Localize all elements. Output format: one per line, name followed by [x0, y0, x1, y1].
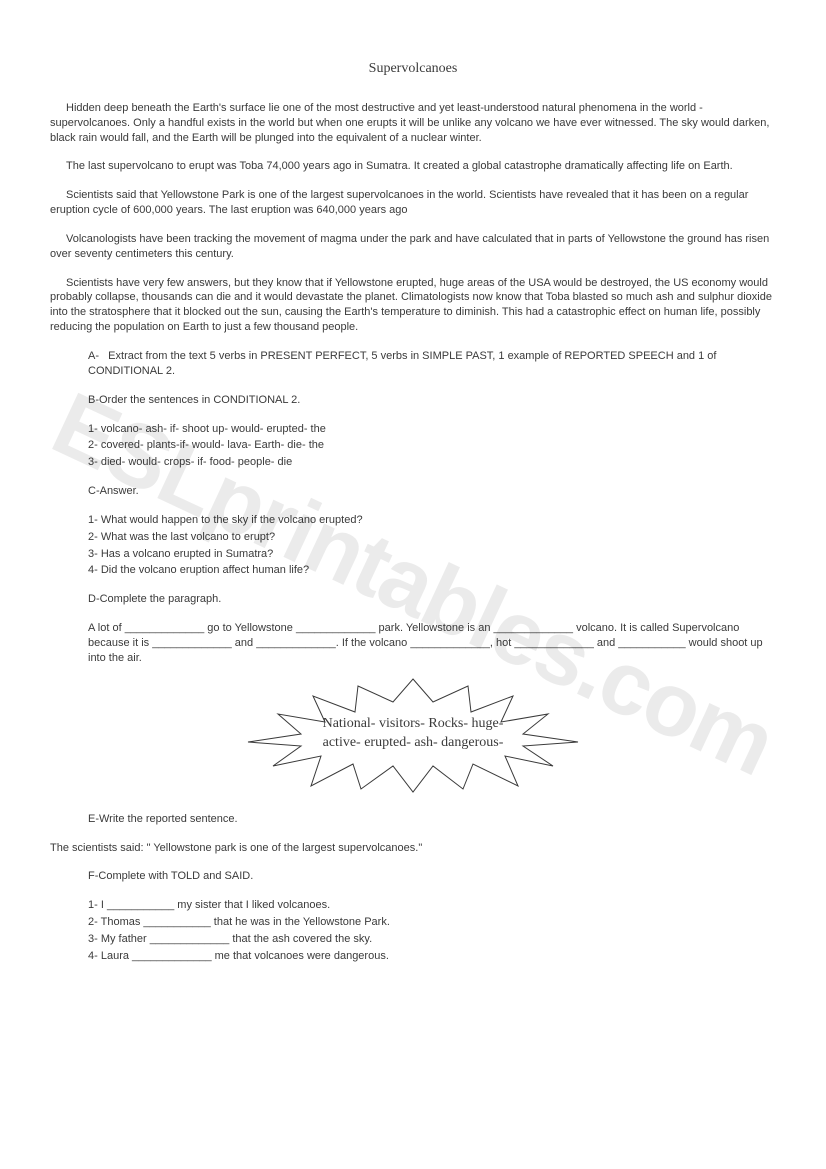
- section-d-header: D-Complete the paragraph.: [88, 592, 776, 607]
- word-burst: National- visitors- Rocks- huge- active-…: [50, 674, 776, 794]
- paragraph-1: Hidden deep beneath the Earth's surface …: [50, 101, 776, 146]
- section-c-header: C-Answer.: [88, 484, 776, 499]
- section-f-item-3: 3- My father _____________ that the ash …: [88, 932, 776, 947]
- paragraph-2: The last supervolcano to erupt was Toba …: [50, 159, 776, 174]
- section-c-item-1: 1- What would happen to the sky if the v…: [88, 513, 776, 528]
- section-f-header: F-Complete with TOLD and SAID.: [88, 869, 776, 884]
- section-b-item-1: 1- volcano- ash- if- shoot up- would- er…: [88, 422, 776, 437]
- section-b-item-2: 2- covered- plants-if- would- lava- Eart…: [88, 438, 776, 453]
- section-f: F-Complete with TOLD and SAID. 1- I ____…: [88, 869, 776, 963]
- section-d-fill: A lot of _____________ go to Yellowstone…: [88, 621, 776, 666]
- section-c: C-Answer. 1- What would happen to the sk…: [88, 484, 776, 578]
- section-e: E-Write the reported sentence. The scien…: [88, 812, 776, 856]
- section-b-item-3: 3- died- would- crops- if- food- people-…: [88, 455, 776, 470]
- section-a: A- Extract from the text 5 verbs in PRES…: [88, 349, 776, 379]
- section-f-item-2: 2- Thomas ___________ that he was in the…: [88, 915, 776, 930]
- paragraph-3: Scientists said that Yellowstone Park is…: [50, 188, 776, 218]
- section-c-item-4: 4- Did the volcano eruption affect human…: [88, 563, 776, 578]
- paragraph-4: Volcanologists have been tracking the mo…: [50, 232, 776, 262]
- burst-text: National- visitors- Rocks- huge- active-…: [303, 715, 523, 753]
- section-c-item-3: 3- Has a volcano erupted in Sumatra?: [88, 547, 776, 562]
- section-f-item-1: 1- I ___________ my sister that I liked …: [88, 898, 776, 913]
- paragraph-5: Scientists have very few answers, but th…: [50, 276, 776, 335]
- section-b-header: B-Order the sentences in CONDITIONAL 2.: [88, 393, 776, 408]
- section-a-label: A-: [88, 350, 99, 362]
- section-a-text: Extract from the text 5 verbs in PRESENT…: [88, 350, 716, 377]
- section-c-item-2: 2- What was the last volcano to erupt?: [88, 530, 776, 545]
- section-e-header: E-Write the reported sentence.: [88, 812, 776, 827]
- section-b: B-Order the sentences in CONDITIONAL 2. …: [88, 393, 776, 470]
- section-d: D-Complete the paragraph.: [88, 592, 776, 607]
- section-e-line: The scientists said: " Yellowstone park …: [50, 841, 776, 856]
- section-f-item-4: 4- Laura _____________ me that volcanoes…: [88, 949, 776, 964]
- document-title: Supervolcanoes: [50, 60, 776, 79]
